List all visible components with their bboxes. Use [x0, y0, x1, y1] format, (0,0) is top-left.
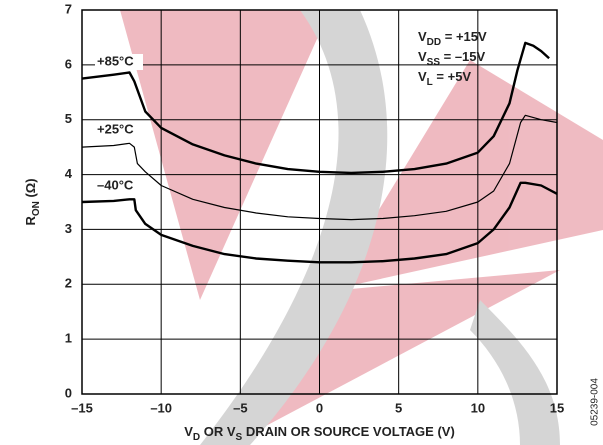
- x-tick-label: –15: [71, 400, 93, 415]
- y-tick-label: 3: [65, 221, 72, 236]
- watermark: [120, 10, 603, 445]
- y-tick-label: 6: [65, 56, 72, 71]
- annotation-part: L: [427, 77, 433, 88]
- annotation-part: V: [418, 29, 427, 44]
- x-tick-label: 5: [395, 400, 402, 415]
- label-bg: [95, 54, 143, 70]
- x-axis-label-part: S: [236, 432, 243, 443]
- annotation-part: V: [418, 49, 427, 64]
- annotation-part: = –15V: [440, 49, 486, 64]
- series-line: [81, 181, 558, 264]
- y-tick-label: 5: [65, 111, 72, 126]
- annotation: VL = +5V: [418, 69, 471, 87]
- label-bg: [95, 122, 143, 138]
- series-label: +85°C: [97, 53, 134, 68]
- y-axis-label-part: (Ω): [23, 178, 38, 201]
- y-tick-label: 7: [65, 1, 72, 16]
- x-axis-label-part: DRAIN OR SOURCE VOLTAGE (V): [242, 424, 455, 439]
- series-line: [81, 114, 558, 221]
- x-axis-label-part: V: [184, 424, 193, 439]
- annotation-part: = +15V: [441, 29, 487, 44]
- x-tick-label: 15: [550, 400, 564, 415]
- y-tick-label: 1: [65, 331, 72, 346]
- y-axis-label-part: ON: [31, 201, 42, 216]
- x-axis-label: VD OR VS DRAIN OR SOURCE VOLTAGE (V): [184, 424, 455, 442]
- y-tick-label: 0: [65, 385, 72, 400]
- annotation: VDD = +15V: [418, 29, 487, 47]
- x-tick-label: 0: [316, 400, 323, 415]
- series-label: –40°C: [97, 177, 134, 192]
- y-axis-label-part: R: [23, 216, 38, 226]
- annotation-part: = +5V: [433, 69, 472, 84]
- x-tick-label: 10: [471, 400, 485, 415]
- y-tick-label: 4: [65, 166, 73, 181]
- figure-id: 05239-004: [590, 378, 601, 426]
- series-line: [81, 41, 550, 175]
- label-bg: [95, 178, 143, 194]
- x-tick-label: –5: [233, 400, 247, 415]
- annotation-part: DD: [427, 37, 441, 48]
- y-tick-label: 2: [65, 276, 72, 291]
- series-label: +25°C: [97, 121, 134, 136]
- annotation-part: V: [418, 69, 427, 84]
- annotation-part: SS: [427, 57, 441, 68]
- y-axis-label: RON (Ω): [23, 178, 41, 225]
- x-axis-label-part: OR V: [200, 424, 236, 439]
- x-axis-label-part: D: [193, 432, 200, 443]
- x-tick-label: –10: [150, 400, 172, 415]
- annotation: VSS = –15V: [418, 49, 486, 67]
